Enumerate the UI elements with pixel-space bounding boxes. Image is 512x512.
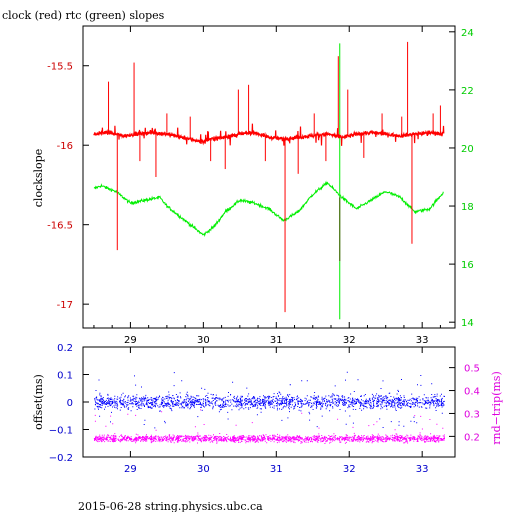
bottom-x-tick-label: 33 bbox=[416, 464, 429, 475]
top-y-axis-label: clockslope bbox=[32, 149, 45, 207]
top-left-y-tick-label: -17 bbox=[57, 300, 73, 311]
roundtrip-points bbox=[93, 409, 445, 444]
top-x-tick-label: 30 bbox=[197, 335, 210, 346]
top-right-y-tick-label: 20 bbox=[461, 144, 474, 155]
footer-caption: 2015-06-28 string.physics.ubc.ca bbox=[78, 500, 263, 512]
top-x-tick-label: 29 bbox=[124, 335, 137, 346]
bottom-right-y-tick-label: 0.4 bbox=[464, 387, 480, 398]
top-right-y-tick-label: 16 bbox=[461, 260, 474, 271]
offset-points bbox=[94, 371, 445, 429]
rtc-series-line bbox=[93, 180, 444, 237]
top-right-y-tick-label: 22 bbox=[461, 86, 474, 97]
top-left-y-tick-label: -16.5 bbox=[47, 221, 73, 232]
bottom-left-y-tick-label: 0 bbox=[67, 398, 73, 409]
top-x-tick-label: 33 bbox=[416, 335, 429, 346]
bottom-left-y-tick-label: −0.2 bbox=[49, 453, 73, 464]
top-left-y-tick-label: -15.5 bbox=[47, 62, 73, 73]
bottom-left-y-tick-label: 0.1 bbox=[57, 371, 73, 382]
top-panel: 29 30 31 32 33 -15.5 -16 -16.5 -17 14 16 18 20 22 24 cl… bbox=[32, 25, 474, 346]
top-left-y-tick-label: -16 bbox=[57, 141, 73, 152]
top-x-tick-label: 32 bbox=[343, 335, 356, 346]
bottom-right-y-tick-label: 0.3 bbox=[464, 409, 480, 420]
bottom-left-y-axis-label: offset(ms) bbox=[32, 374, 45, 430]
clock-series-line bbox=[93, 123, 445, 146]
top-right-y-tick-label: 18 bbox=[461, 202, 474, 213]
bottom-panel: 29 30 31 32 33 0.2 0.1 0 −0.1 −0.2 0.2 0.3 0.4 0.5 off… bbox=[32, 343, 503, 475]
bottom-right-y-tick-label: 0.5 bbox=[464, 364, 480, 375]
bottom-right-y-axis-label: rnd−trip(ms) bbox=[490, 371, 503, 445]
bottom-left-y-tick-label: 0.2 bbox=[57, 343, 73, 354]
bottom-x-tick-label: 32 bbox=[343, 464, 356, 475]
top-right-y-tick-label: 24 bbox=[461, 28, 474, 39]
bottom-x-tick-label: 31 bbox=[270, 464, 283, 475]
bottom-x-tick-label: 30 bbox=[197, 464, 210, 475]
top-plot-frame bbox=[82, 25, 456, 329]
bottom-x-tick-label: 29 bbox=[124, 464, 137, 475]
top-right-y-tick-label: 14 bbox=[461, 318, 474, 329]
top-x-tick-label: 31 bbox=[270, 335, 283, 346]
chart-title: clock (red) rtc (green) slopes bbox=[2, 9, 165, 22]
bottom-right-y-tick-label: 0.2 bbox=[464, 432, 480, 443]
bottom-left-y-tick-label: −0.1 bbox=[49, 426, 73, 437]
